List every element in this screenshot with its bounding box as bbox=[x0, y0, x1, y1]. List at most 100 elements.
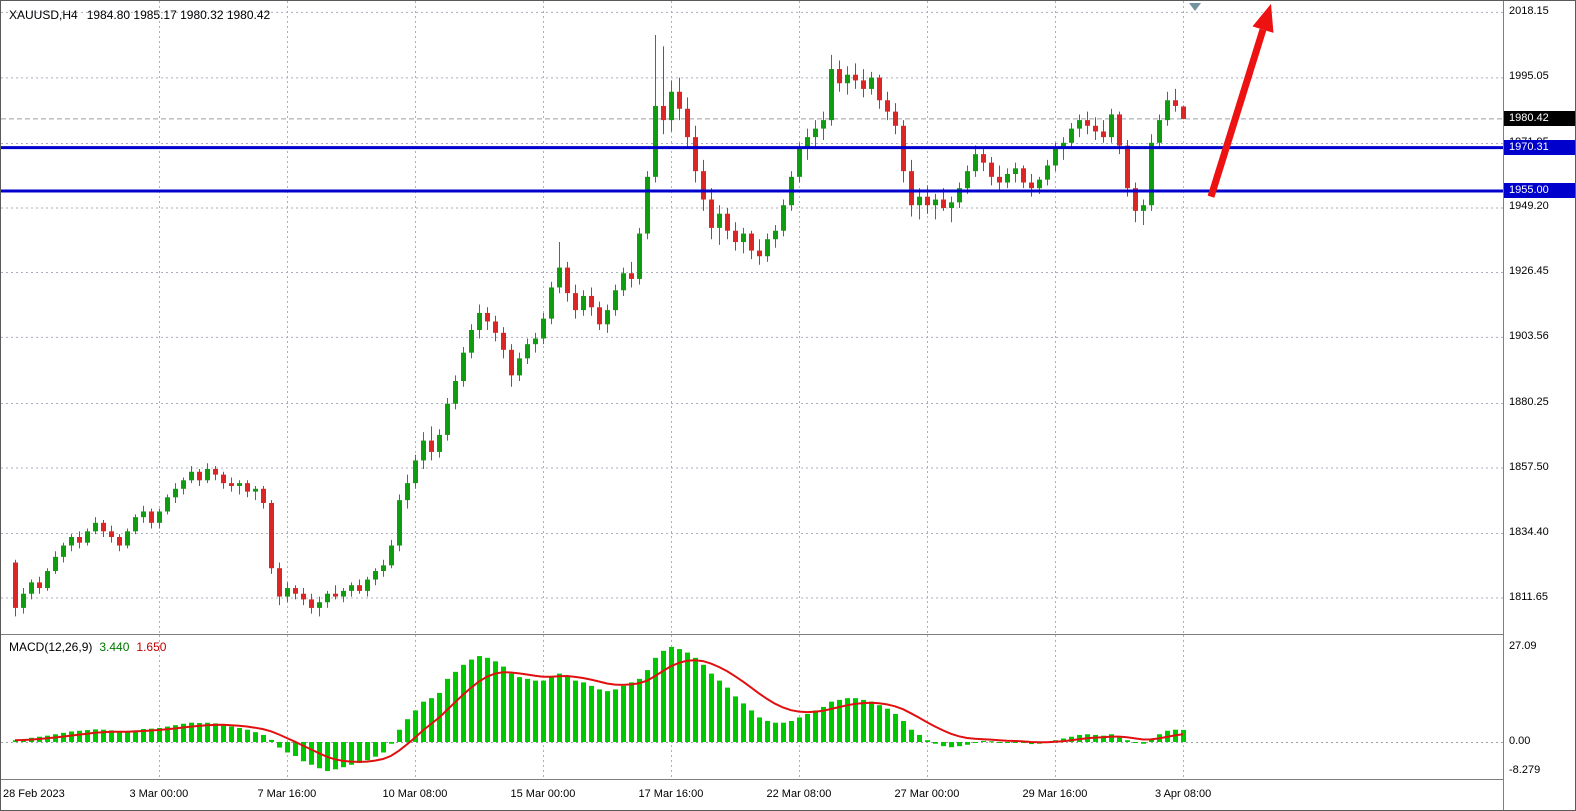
candle-body bbox=[1133, 188, 1138, 211]
candle-body bbox=[1037, 179, 1042, 189]
candle-body bbox=[565, 267, 570, 294]
macd-bar bbox=[1133, 741, 1138, 743]
time-axis-label: 7 Mar 16:00 bbox=[257, 788, 317, 800]
macd-bar bbox=[933, 741, 938, 744]
macd-bar bbox=[493, 661, 498, 742]
candle-body bbox=[421, 440, 426, 461]
macd-bar bbox=[781, 722, 786, 742]
macd-axis-label: 0.00 bbox=[1509, 734, 1531, 747]
candle-body bbox=[1125, 145, 1130, 189]
candle-body bbox=[61, 545, 66, 557]
macd-bar bbox=[517, 677, 522, 742]
candle-body bbox=[1149, 142, 1154, 206]
macd-bar bbox=[189, 722, 194, 742]
macd-bar bbox=[973, 741, 978, 743]
macd-bar bbox=[509, 673, 514, 742]
macd-histogram bbox=[13, 647, 1186, 772]
candle-body bbox=[101, 522, 106, 532]
macd-indicator-surface[interactable] bbox=[1, 635, 1503, 779]
macd-bar bbox=[957, 741, 962, 747]
macd-name: MACD(12,26,9) bbox=[9, 640, 93, 654]
macd-bar bbox=[1013, 741, 1018, 743]
candle-body bbox=[1045, 165, 1050, 180]
candle-body bbox=[373, 571, 378, 580]
candle-body bbox=[1181, 106, 1186, 119]
candle-body bbox=[805, 137, 810, 149]
macd-bar bbox=[229, 726, 234, 742]
trend-arrow-head[interactable] bbox=[1252, 3, 1274, 33]
macd-bar bbox=[357, 741, 362, 764]
candle-body bbox=[749, 233, 754, 251]
candle-body bbox=[829, 69, 834, 121]
candle-body bbox=[981, 154, 986, 163]
candle-body bbox=[141, 511, 146, 518]
candle-body bbox=[925, 196, 930, 206]
candle-body bbox=[677, 91, 682, 109]
candle-body bbox=[1061, 142, 1066, 149]
candle-body bbox=[493, 321, 498, 333]
macd-bar bbox=[733, 696, 738, 742]
candle-body bbox=[629, 273, 634, 279]
macd-bar bbox=[997, 741, 1002, 743]
candle-body bbox=[189, 471, 194, 481]
candle-body bbox=[1117, 114, 1122, 146]
macd-bar bbox=[1141, 741, 1146, 744]
candle-body bbox=[1165, 100, 1170, 121]
candle-body bbox=[53, 556, 58, 572]
candle-body bbox=[517, 358, 522, 376]
candle-body bbox=[1077, 120, 1082, 129]
price-axis-label: 1903.56 bbox=[1509, 329, 1549, 342]
ohlc-readout: 1984.80 1985.17 1980.32 1980.42 bbox=[86, 8, 271, 22]
time-axis-separator bbox=[1, 779, 1575, 780]
macd-bar bbox=[389, 741, 394, 744]
candle-body bbox=[853, 74, 858, 81]
macd-bar bbox=[885, 708, 890, 742]
candle-body bbox=[285, 588, 290, 597]
macd-bar bbox=[453, 671, 458, 742]
candle-body bbox=[77, 537, 82, 543]
candle-body bbox=[709, 199, 714, 228]
macd-bar bbox=[149, 728, 154, 742]
macd-bar bbox=[557, 673, 562, 742]
candle-body bbox=[869, 77, 874, 89]
candle-body bbox=[197, 471, 202, 481]
macd-bar bbox=[293, 741, 298, 756]
macd-bar bbox=[269, 739, 274, 742]
price-axis[interactable]: 2018.151995.051971.951949.201926.451903.… bbox=[1503, 1, 1575, 810]
candle-body bbox=[245, 483, 250, 492]
candle-body bbox=[1085, 120, 1090, 126]
candle-body bbox=[317, 602, 322, 608]
macd-bar bbox=[69, 731, 74, 742]
macd-bar bbox=[853, 698, 858, 742]
trend-arrow-shaft[interactable] bbox=[1207, 28, 1267, 198]
candle-body bbox=[549, 287, 554, 319]
candle-body bbox=[525, 344, 530, 359]
candle-body bbox=[1109, 114, 1114, 138]
time-axis[interactable]: 28 Feb 2023 3 Mar 00:00 7 Mar 16:00 10 Mar … bbox=[1, 780, 1503, 810]
chart-shift-marker-icon[interactable] bbox=[1189, 3, 1201, 11]
candle-body bbox=[685, 108, 690, 138]
candle-body bbox=[293, 588, 298, 594]
candle-body bbox=[277, 568, 282, 597]
macd-bar bbox=[877, 705, 882, 742]
candle-body bbox=[701, 171, 706, 200]
candle-body bbox=[813, 128, 818, 138]
macd-bar bbox=[845, 698, 850, 742]
macd-bar bbox=[405, 719, 410, 742]
candlestick-chart-surface[interactable] bbox=[1, 1, 1503, 634]
candle-body bbox=[149, 511, 154, 523]
candle-body bbox=[461, 352, 466, 382]
macd-bar bbox=[581, 682, 586, 742]
candle-body bbox=[21, 593, 26, 608]
candle-body bbox=[589, 295, 594, 308]
time-axis-label: 3 Mar 00:00 bbox=[129, 788, 189, 800]
candle-body bbox=[501, 332, 506, 350]
candle-body bbox=[541, 318, 546, 339]
macd-bar bbox=[85, 730, 90, 742]
candles bbox=[13, 35, 1186, 617]
time-axis-label: 15 Mar 00:00 bbox=[510, 788, 576, 800]
macd-bar bbox=[429, 698, 434, 742]
candle-body bbox=[741, 233, 746, 243]
macd-bar bbox=[669, 647, 674, 742]
